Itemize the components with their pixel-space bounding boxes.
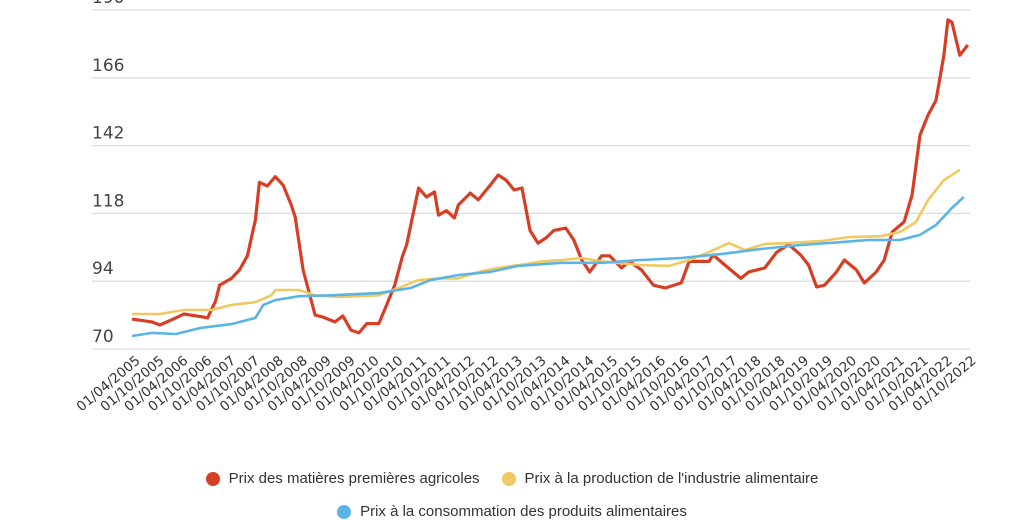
legend-row-1: Prix des matières premières agricoles Pr… xyxy=(0,470,1024,487)
y-tick-label: 118 xyxy=(92,191,124,211)
legend-dot-red-icon xyxy=(205,471,220,486)
y-tick-label: 94 xyxy=(92,259,114,279)
y-tick-label: 142 xyxy=(92,124,124,144)
series-line-2 xyxy=(131,196,965,338)
legend-item-industry[interactable]: Prix à la production de l'industrie alim… xyxy=(501,470,819,487)
legend-item-raw-materials[interactable]: Prix des matières premières agricoles xyxy=(205,470,480,487)
line-chart: 7094118142166190 01/04/200501/10/200501/… xyxy=(74,0,980,415)
legend-dot-yellow-icon xyxy=(501,471,516,486)
y-tick-label: 70 xyxy=(92,327,114,347)
legend-label: Prix à la production de l'industrie alim… xyxy=(524,470,819,487)
y-tick-label: 166 xyxy=(92,56,124,76)
legend-label: Prix des matières premières agricoles xyxy=(228,470,480,487)
y-tick-label: 190 xyxy=(92,0,124,8)
series-line-1 xyxy=(132,168,961,316)
series-line-0 xyxy=(131,18,970,335)
